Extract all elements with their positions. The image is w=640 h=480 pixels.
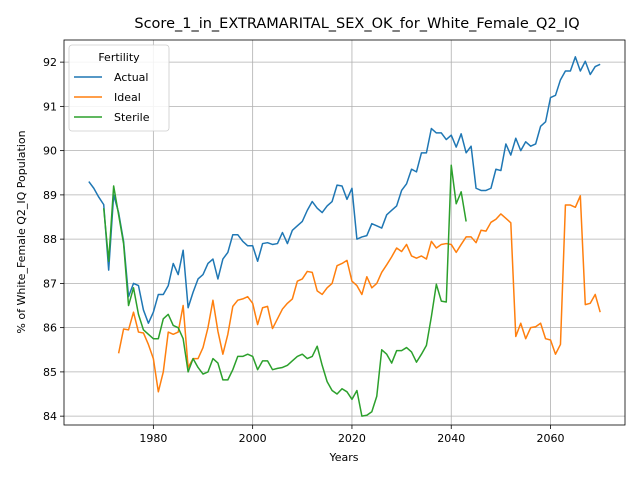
legend-label-sterile: Sterile: [114, 111, 150, 124]
y-axis: 84 85 86 87 88 89 90 91 92: [43, 56, 64, 423]
y-axis-label: % of White_Female Q2_IQ Population: [15, 130, 28, 333]
y-tick-label: 91: [43, 100, 57, 113]
grid: [64, 40, 625, 425]
legend-entries: Actual Ideal Sterile: [74, 71, 150, 124]
x-tick-label: 2000: [239, 432, 267, 445]
legend-label-actual: Actual: [114, 71, 148, 84]
series-line-actual: [88, 56, 601, 324]
y-tick-label: 92: [43, 56, 57, 69]
legend: Fertility Actual Ideal Sterile: [68, 44, 170, 132]
y-tick-label: 85: [43, 366, 57, 379]
plot-frame: [63, 39, 626, 426]
x-tick-label: 2020: [338, 432, 366, 445]
y-tick-label: 90: [43, 145, 57, 158]
x-tick-label: 2040: [437, 432, 465, 445]
y-tick-label: 86: [43, 322, 57, 335]
series-line-sterile: [102, 164, 467, 417]
series-layer: [88, 56, 601, 417]
legend-title: Fertility: [98, 51, 140, 64]
x-axis-label: Years: [328, 451, 358, 464]
y-tick-label: 89: [43, 189, 57, 202]
y-tick-label: 84: [43, 410, 57, 423]
x-tick-label: 2060: [537, 432, 565, 445]
x-axis: 1980 2000 2020 2040 2060: [139, 425, 565, 445]
chart-title: Score_1_in_EXTRAMARITAL_SEX_OK_for_White…: [134, 16, 579, 32]
legend-label-ideal: Ideal: [114, 91, 141, 104]
x-tick-label: 1980: [139, 432, 167, 445]
y-tick-label: 87: [43, 277, 57, 290]
series-line-ideal: [117, 195, 601, 393]
legend-box: [68, 44, 170, 132]
y-tick-label: 88: [43, 233, 57, 246]
